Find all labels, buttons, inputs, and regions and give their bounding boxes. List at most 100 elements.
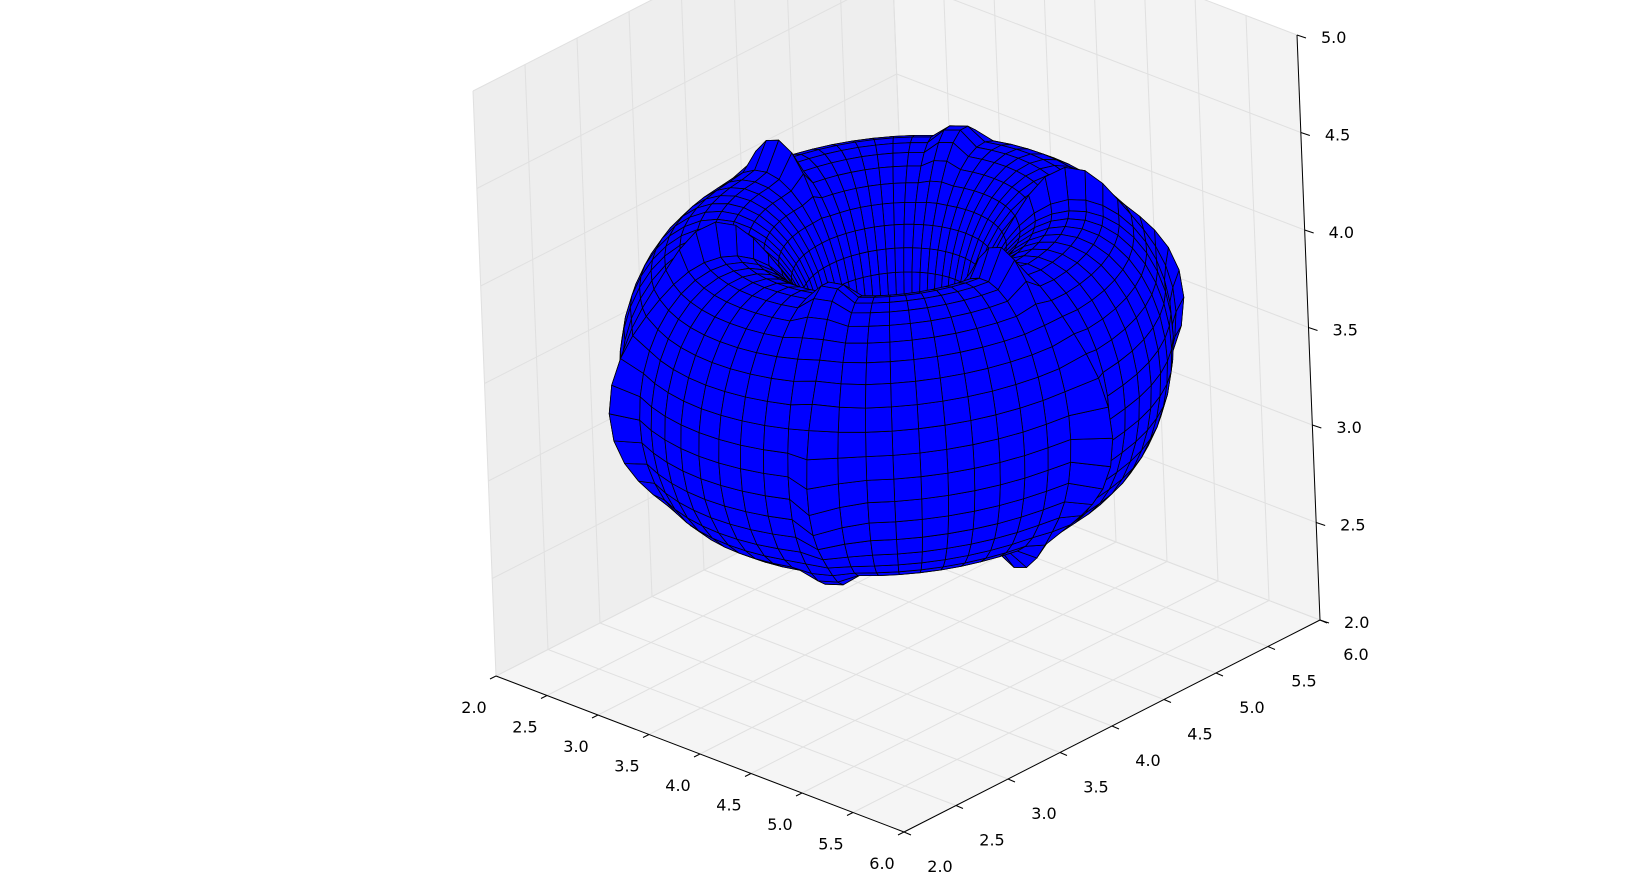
x-tick — [642, 734, 650, 738]
surface-face — [866, 341, 891, 364]
surface-face — [893, 202, 906, 226]
surface-face — [872, 553, 899, 567]
surface-face — [892, 142, 911, 154]
surface-face — [890, 380, 918, 408]
surface-face — [790, 380, 817, 406]
surface-face — [740, 420, 766, 451]
z-tick — [1312, 424, 1322, 429]
y-tick — [1059, 752, 1068, 756]
x-tick-label: 4.0 — [665, 776, 690, 795]
surface-face — [889, 323, 913, 343]
surface-face — [903, 247, 914, 273]
surface-face — [889, 309, 911, 326]
y-tick-label: 2.5 — [979, 831, 1004, 850]
surface-face — [909, 320, 935, 341]
z-axis: 2.0 2.5 3.0 3.5 4.0 4.5 5.0 — [1296, 28, 1369, 632]
surface-face — [811, 380, 842, 408]
torus-surface — [608, 125, 1185, 586]
surface-face — [919, 448, 949, 478]
surface-face — [893, 476, 923, 502]
z-tick-label: 2.0 — [1344, 613, 1369, 632]
surface-face — [942, 396, 972, 426]
surface-face — [793, 358, 821, 382]
surface-face — [865, 361, 892, 386]
z-tick-label: 2.5 — [1340, 516, 1365, 535]
y-tick-label: 4.5 — [1187, 725, 1212, 744]
x-tick-label: 2.5 — [512, 718, 537, 737]
x-tick-label: 3.5 — [614, 757, 639, 776]
surface-face — [878, 166, 894, 185]
y-tick — [1007, 778, 1016, 783]
y-tick — [1111, 725, 1120, 730]
x-tick-label: 5.0 — [767, 815, 792, 834]
surface-face — [915, 377, 944, 406]
z-tick — [1308, 327, 1318, 331]
surface-face — [837, 479, 869, 508]
x-tick-label: 6.0 — [869, 854, 894, 873]
surface-face — [911, 336, 938, 361]
y-tick — [1163, 699, 1172, 703]
y-tick — [955, 805, 964, 809]
z-tick-label: 5.0 — [1321, 28, 1346, 47]
surface-face — [815, 359, 844, 385]
surface-face — [870, 539, 898, 556]
surface-face — [892, 165, 908, 184]
grid-line-z — [952, 0, 1302, 133]
surface-face — [763, 425, 789, 454]
x-tick-label: 3.0 — [563, 737, 588, 756]
grid-line-y — [599, 622, 1009, 780]
surface-face — [865, 430, 894, 458]
x-tick — [795, 792, 803, 797]
x-tick — [744, 773, 752, 777]
surface-face — [867, 501, 897, 524]
surface-face — [889, 359, 916, 384]
surface-face — [920, 472, 949, 500]
surface-face — [741, 396, 768, 426]
surface-face — [788, 403, 813, 432]
surface-face — [875, 143, 894, 156]
grid-line-z — [896, 73, 1305, 231]
surface-face — [838, 383, 867, 409]
x-tick-label: 4.5 — [716, 796, 741, 815]
grid-line-y — [651, 596, 1061, 753]
surface-face — [842, 342, 868, 364]
surface-face — [880, 182, 894, 205]
surface-face — [916, 400, 946, 430]
surface-face — [767, 377, 795, 406]
grid-line-z — [1204, 0, 1298, 36]
x-tick-label: 5.5 — [818, 835, 843, 854]
surface-face — [868, 521, 897, 542]
surface-face — [894, 498, 923, 523]
z-tick — [1296, 34, 1307, 39]
z-tick — [1300, 132, 1310, 136]
y-tick — [1215, 672, 1224, 677]
surface-face — [764, 400, 792, 430]
surface-face — [847, 312, 871, 327]
surface-face — [892, 452, 922, 480]
surface-face — [797, 337, 824, 361]
surface-face — [866, 478, 896, 504]
surface-face — [837, 406, 866, 433]
surface-face — [890, 404, 919, 432]
surface-face — [865, 383, 892, 409]
surface-face — [745, 373, 772, 402]
y-tick-label: 2.0 — [927, 857, 952, 876]
x-axis: 2.0 2.5 3.0 3.5 4.0 4.5 5.0 5.5 6.0 — [461, 675, 905, 873]
surface-face — [850, 565, 877, 574]
surface-face — [808, 403, 840, 433]
x-tick — [489, 675, 497, 680]
surface-face — [837, 431, 867, 459]
surface-face — [896, 536, 923, 555]
surface-face — [903, 223, 915, 249]
surface-face — [894, 247, 905, 273]
surface-face — [837, 456, 868, 485]
surface-face — [840, 362, 867, 386]
surface-face — [1070, 437, 1114, 468]
surface-face — [918, 424, 948, 454]
surface-face — [921, 494, 949, 520]
surface-face — [959, 346, 989, 375]
surface-face — [895, 271, 905, 298]
surface-face — [893, 223, 905, 249]
x-tick — [540, 695, 548, 699]
